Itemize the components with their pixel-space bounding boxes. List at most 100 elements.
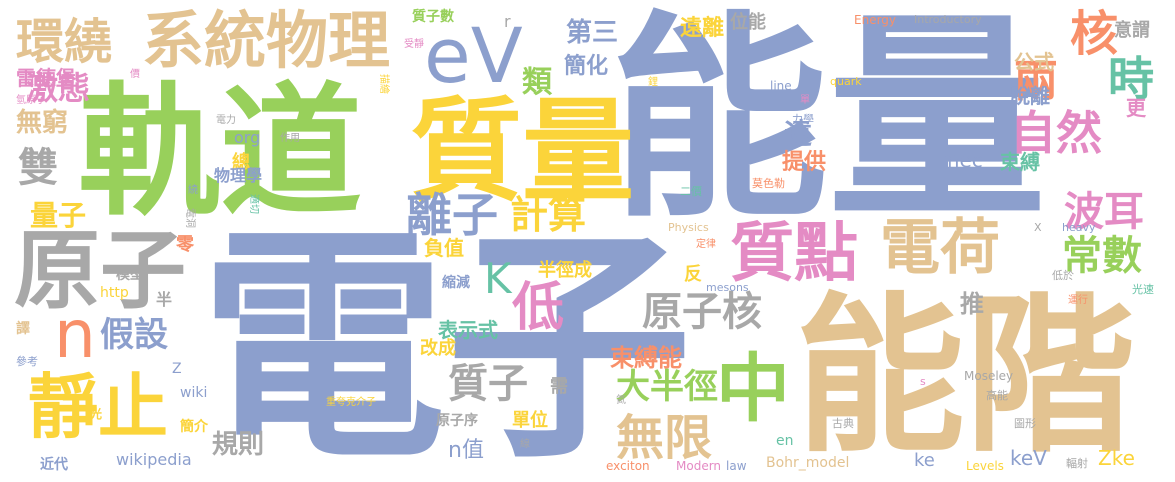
word-ion: 離子	[406, 188, 498, 242]
word-rest: 靜止	[28, 366, 168, 448]
word-line: line	[770, 79, 792, 93]
word-graph: 圖形	[1014, 417, 1036, 430]
word-potential: 位能	[730, 12, 766, 33]
word-calculate: 計算	[510, 193, 587, 237]
word-n-value: n值	[448, 438, 484, 463]
word-heavy-quark-meson: 重夸克介子	[326, 397, 376, 408]
word-line-zh: 線	[520, 439, 530, 450]
word-reference: 參考	[16, 355, 38, 368]
word-moseley: Moseley	[964, 369, 1014, 383]
word-quark: quark	[830, 75, 862, 88]
word-negative: 負值	[424, 236, 464, 260]
word-model: 模型	[116, 267, 144, 283]
word-nature: 自然	[1010, 106, 1102, 160]
word-middle: 中	[716, 346, 790, 432]
word-class: 類	[522, 65, 552, 100]
word-double: 雙	[18, 145, 58, 191]
word-binding-energy: 束縛能	[610, 344, 682, 372]
word-z: Z	[172, 361, 182, 377]
word-light-speed: 光速	[1132, 283, 1154, 296]
word-two: 兩	[1014, 56, 1058, 107]
word-total: 總	[232, 152, 250, 173]
word-helium: 氦	[616, 395, 626, 406]
word-r: r	[504, 12, 511, 31]
word-energy-en: Energy	[854, 13, 897, 27]
word-divalent: 二價	[680, 185, 702, 198]
word-intro: 簡介	[180, 419, 208, 435]
word-kev: keV	[1010, 446, 1047, 470]
word-provide: 提供	[782, 150, 827, 175]
word-mec: mec	[940, 148, 983, 172]
word-low: 低	[512, 278, 565, 338]
word-bohr-model: Bohr_model	[766, 455, 850, 471]
word-ke: ke	[914, 450, 935, 471]
word-levels: Levels	[966, 459, 1004, 473]
word-mechanics: 力學	[792, 113, 814, 126]
word-radiation: 輻射	[1066, 457, 1088, 470]
word-proton: 質子	[448, 361, 528, 407]
word-electric-force: 電力	[216, 115, 236, 126]
word-heavy: heavy	[1062, 221, 1096, 234]
word-expression: 表示式	[438, 318, 498, 342]
word-formula: 公式	[1014, 50, 1054, 74]
word-energy-level: 能階	[795, 278, 1136, 476]
word-infinity: 無窮	[16, 108, 69, 138]
word-excited: 激態	[26, 69, 91, 107]
word-change-to: 改成	[420, 338, 456, 359]
word-single: 單	[800, 95, 810, 106]
word-mesons: mesons	[706, 281, 749, 294]
word-quantum: 量子	[30, 199, 87, 232]
word-half: 半	[156, 290, 173, 309]
word-http: http	[100, 285, 129, 301]
word-appropriate: 適切	[248, 194, 259, 214]
word-zero: 零	[176, 234, 194, 255]
word-radius-ratio: 半徑成	[538, 260, 592, 281]
word-more: 更	[1126, 96, 1146, 120]
word-escape: 脫離	[1010, 84, 1050, 108]
word-rule: 規則	[212, 430, 265, 460]
word-zke: Zke	[1098, 446, 1135, 470]
word-particle: 質點	[730, 217, 858, 291]
word-assume: 假設	[100, 315, 168, 355]
word-depict: 描繪	[378, 74, 389, 94]
word-x: X	[1034, 221, 1042, 234]
word-core: 核	[1070, 6, 1119, 62]
word-exciton: exciton	[606, 459, 650, 473]
word-running: 運行	[1068, 295, 1088, 306]
word-bohr: 波耳	[1064, 189, 1144, 235]
word-simplify: 簡化	[564, 54, 609, 79]
word-n: n	[54, 296, 96, 373]
word-atomic-number: 原子序	[436, 413, 478, 429]
word-physics-study: 物理學	[214, 166, 263, 185]
word-away: 遠離	[680, 16, 725, 41]
word-infinite: 無限	[616, 410, 713, 466]
word-light: 光	[90, 407, 103, 421]
word-push: 推	[960, 290, 984, 318]
word-physics-en: Physics	[668, 221, 709, 234]
word-translate: 譯	[16, 321, 30, 337]
word-means: 意謂	[1114, 20, 1150, 41]
word-nucleus: 原子核	[642, 289, 762, 335]
word-orbiting: 環繞	[16, 14, 113, 70]
word-hole: 電洞	[184, 208, 195, 228]
word-energy: 能量	[610, 0, 1046, 247]
word-orbit: 軌道	[78, 70, 362, 235]
word-modern: 近代	[40, 457, 68, 473]
word-reduced: 縮減	[442, 275, 470, 291]
word-lithium: 鋰	[648, 77, 658, 88]
word-charge: 電荷	[880, 213, 1000, 283]
word-high-energy: 高能	[986, 389, 1008, 402]
word-around: 繞	[188, 185, 198, 196]
word-hydrogen: 氫原子	[16, 95, 46, 106]
word-rydberg: 雷德堡	[16, 66, 76, 90]
word-constant: 常數	[1062, 233, 1142, 279]
word-unit: 單位	[512, 410, 548, 431]
word-k: K	[484, 254, 512, 303]
word-wikipedia: wikipedia	[116, 450, 192, 469]
word-need: 需	[550, 376, 568, 397]
word-proton-number: 質子數	[412, 9, 454, 25]
word-mass: 質量	[410, 87, 634, 217]
word-wiki: wiki	[180, 385, 208, 401]
word-valence: 價	[130, 69, 140, 80]
word-static: 受靜	[404, 39, 424, 50]
